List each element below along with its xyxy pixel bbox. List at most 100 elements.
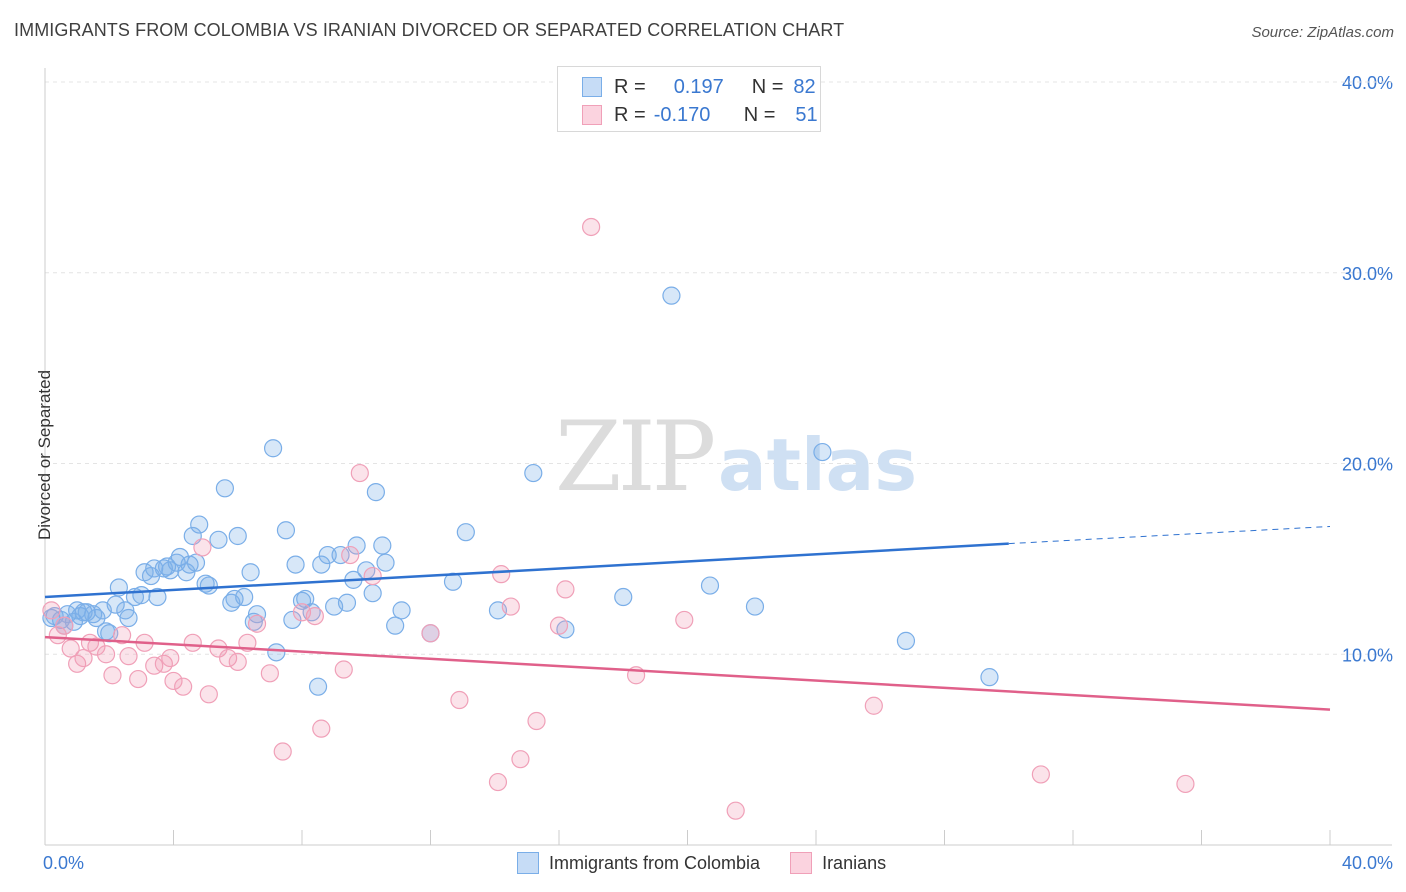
data-point-iranians <box>363 566 382 586</box>
chart-title: IMMIGRANTS FROM COLOMBIA VS IRANIAN DIVO… <box>14 20 845 40</box>
data-point-iranians <box>511 750 530 769</box>
data-point-iranians <box>421 624 440 643</box>
data-point-iranians <box>334 660 353 679</box>
data-point-colombia <box>331 545 350 565</box>
data-point-iranians <box>174 677 193 696</box>
data-point-iranians <box>87 637 106 656</box>
data-point-iranians <box>341 545 360 565</box>
data-point-colombia <box>376 553 395 572</box>
data-point-iranians <box>305 606 324 626</box>
data-point-colombia <box>456 523 475 542</box>
data-point-colombia <box>524 463 543 483</box>
legend-r-value: -0.170 <box>653 103 711 126</box>
data-point-colombia <box>283 610 302 630</box>
y-tick-label: 20.0% <box>1342 455 1393 475</box>
data-point-iranians <box>119 647 138 666</box>
data-point-iranians <box>1176 774 1195 794</box>
data-point-iranians <box>582 217 601 237</box>
legend-n-label: N = <box>751 75 784 98</box>
data-point-colombia <box>209 530 228 549</box>
legend-row-colombia: R = 0.197 N = 82 <box>582 75 816 99</box>
data-point-iranians <box>164 671 183 691</box>
trend-line-iranians <box>44 635 1331 711</box>
legend-n-label: N = <box>743 103 776 126</box>
data-point-colombia <box>119 608 138 628</box>
data-point-iranians <box>450 690 469 710</box>
data-point-colombia <box>662 286 681 305</box>
data-point-colombia <box>186 553 206 572</box>
data-point-iranians <box>161 648 180 668</box>
legend-label-colombia: Immigrants from Colombia <box>549 852 761 873</box>
data-point-iranians <box>549 616 569 635</box>
data-point-iranians <box>556 580 575 599</box>
data-point-iranians <box>103 666 122 685</box>
data-point-iranians <box>96 645 116 664</box>
data-point-iranians <box>247 614 267 633</box>
source-label: Source: ZipAtlas.com <box>1251 24 1394 41</box>
data-point-colombia <box>228 526 247 546</box>
data-point-iranians <box>129 669 148 689</box>
data-point-iranians <box>48 626 67 645</box>
data-point-colombia <box>700 576 720 595</box>
legend-item-iranians: Iranians <box>790 852 886 874</box>
data-point-colombia <box>157 557 177 576</box>
data-point-colombia <box>263 439 283 458</box>
data-point-iranians <box>260 664 279 683</box>
data-point-iranians <box>675 610 694 630</box>
data-point-colombia <box>106 595 125 614</box>
data-point-colombia <box>199 576 218 595</box>
data-point-colombia <box>132 586 151 605</box>
data-point-iranians <box>726 801 745 820</box>
data-point-colombia <box>392 601 411 620</box>
data-point-iranians <box>112 626 132 645</box>
data-point-iranians <box>61 639 80 658</box>
legend-swatch-pink <box>790 852 813 874</box>
data-point-colombia <box>308 677 328 696</box>
legend-row-iranians: R = -0.170 N = 51 <box>582 103 818 127</box>
legend-r-label: R = <box>614 75 646 98</box>
legend-r-label: R = <box>614 103 646 126</box>
data-point-iranians <box>492 565 511 584</box>
data-point-iranians <box>42 601 61 620</box>
legend-swatch-blue <box>517 852 539 874</box>
data-point-iranians <box>74 648 93 668</box>
correlation-legend: R = 0.197 N = 82 R = -0.170 N = 51 <box>557 66 821 132</box>
watermark-zip: ZIP <box>555 401 714 513</box>
data-point-colombia <box>190 515 209 534</box>
data-point-colombia <box>896 631 916 650</box>
data-point-colombia <box>347 536 366 555</box>
data-point-colombia <box>74 603 93 622</box>
data-point-colombia <box>337 593 357 612</box>
y-tick-label: 40.0% <box>1342 73 1393 93</box>
data-point-colombia <box>614 587 633 607</box>
data-point-colombia <box>745 597 765 616</box>
data-point-iranians <box>199 685 218 704</box>
data-point-colombia <box>215 479 234 498</box>
legend-n-value: 82 <box>793 75 816 98</box>
legend-label-iranians: Iranians <box>822 852 887 873</box>
y-axis-label: Divorced or Separated <box>35 369 54 541</box>
data-point-iranians <box>183 633 202 652</box>
data-point-iranians <box>273 742 292 761</box>
data-point-colombia <box>813 442 832 462</box>
data-point-iranians <box>1031 765 1050 784</box>
trend-line-colombia-extension <box>1008 525 1331 545</box>
data-point-iranians <box>193 538 212 557</box>
data-point-colombia <box>373 536 392 555</box>
data-point-colombia <box>386 616 405 635</box>
data-point-colombia <box>247 605 267 624</box>
y-tick-label: 30.0% <box>1342 264 1393 284</box>
data-point-iranians <box>350 463 369 483</box>
data-point-iranians <box>864 696 883 715</box>
watermark-atlas: atlas <box>718 423 917 507</box>
data-point-colombia <box>235 587 254 607</box>
data-point-iranians <box>228 652 247 671</box>
data-point-colombia <box>170 547 190 567</box>
data-point-iranians <box>312 719 331 738</box>
data-point-colombia <box>276 521 296 540</box>
data-point-iranians <box>488 772 508 792</box>
data-point-iranians <box>527 711 546 731</box>
data-point-colombia <box>241 563 260 582</box>
data-point-iranians <box>501 597 520 616</box>
